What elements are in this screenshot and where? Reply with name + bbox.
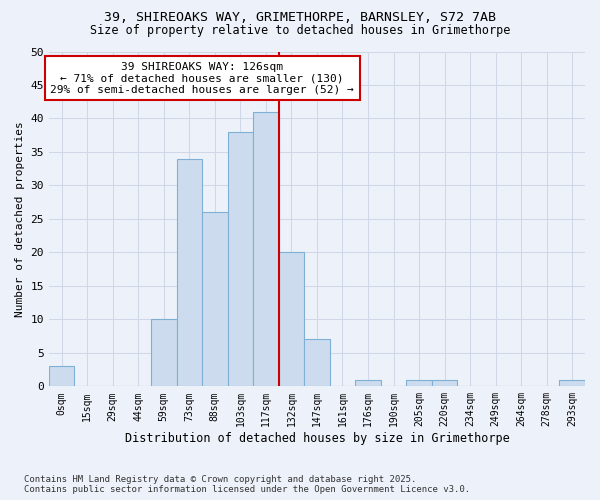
Bar — [253, 112, 278, 386]
Bar — [432, 380, 457, 386]
Text: 39 SHIREOAKS WAY: 126sqm
← 71% of detached houses are smaller (130)
29% of semi-: 39 SHIREOAKS WAY: 126sqm ← 71% of detach… — [50, 62, 354, 94]
Bar — [176, 158, 202, 386]
Bar — [355, 380, 381, 386]
Text: Contains HM Land Registry data © Crown copyright and database right 2025.
Contai: Contains HM Land Registry data © Crown c… — [24, 474, 470, 494]
Bar — [559, 380, 585, 386]
Bar — [278, 252, 304, 386]
Text: Size of property relative to detached houses in Grimethorpe: Size of property relative to detached ho… — [90, 24, 510, 37]
Y-axis label: Number of detached properties: Number of detached properties — [15, 121, 25, 317]
Bar — [227, 132, 253, 386]
Bar — [202, 212, 227, 386]
Bar — [151, 320, 176, 386]
Bar — [406, 380, 432, 386]
X-axis label: Distribution of detached houses by size in Grimethorpe: Distribution of detached houses by size … — [125, 432, 509, 445]
Text: 39, SHIREOAKS WAY, GRIMETHORPE, BARNSLEY, S72 7AB: 39, SHIREOAKS WAY, GRIMETHORPE, BARNSLEY… — [104, 11, 496, 24]
Bar — [304, 340, 330, 386]
Bar — [49, 366, 74, 386]
